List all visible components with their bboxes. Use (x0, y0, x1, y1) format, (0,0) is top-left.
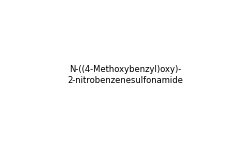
Text: N-((4-Methoxybenzyl)oxy)-
2-nitrobenzenesulfonamide: N-((4-Methoxybenzyl)oxy)- 2-nitrobenzene… (67, 65, 183, 85)
